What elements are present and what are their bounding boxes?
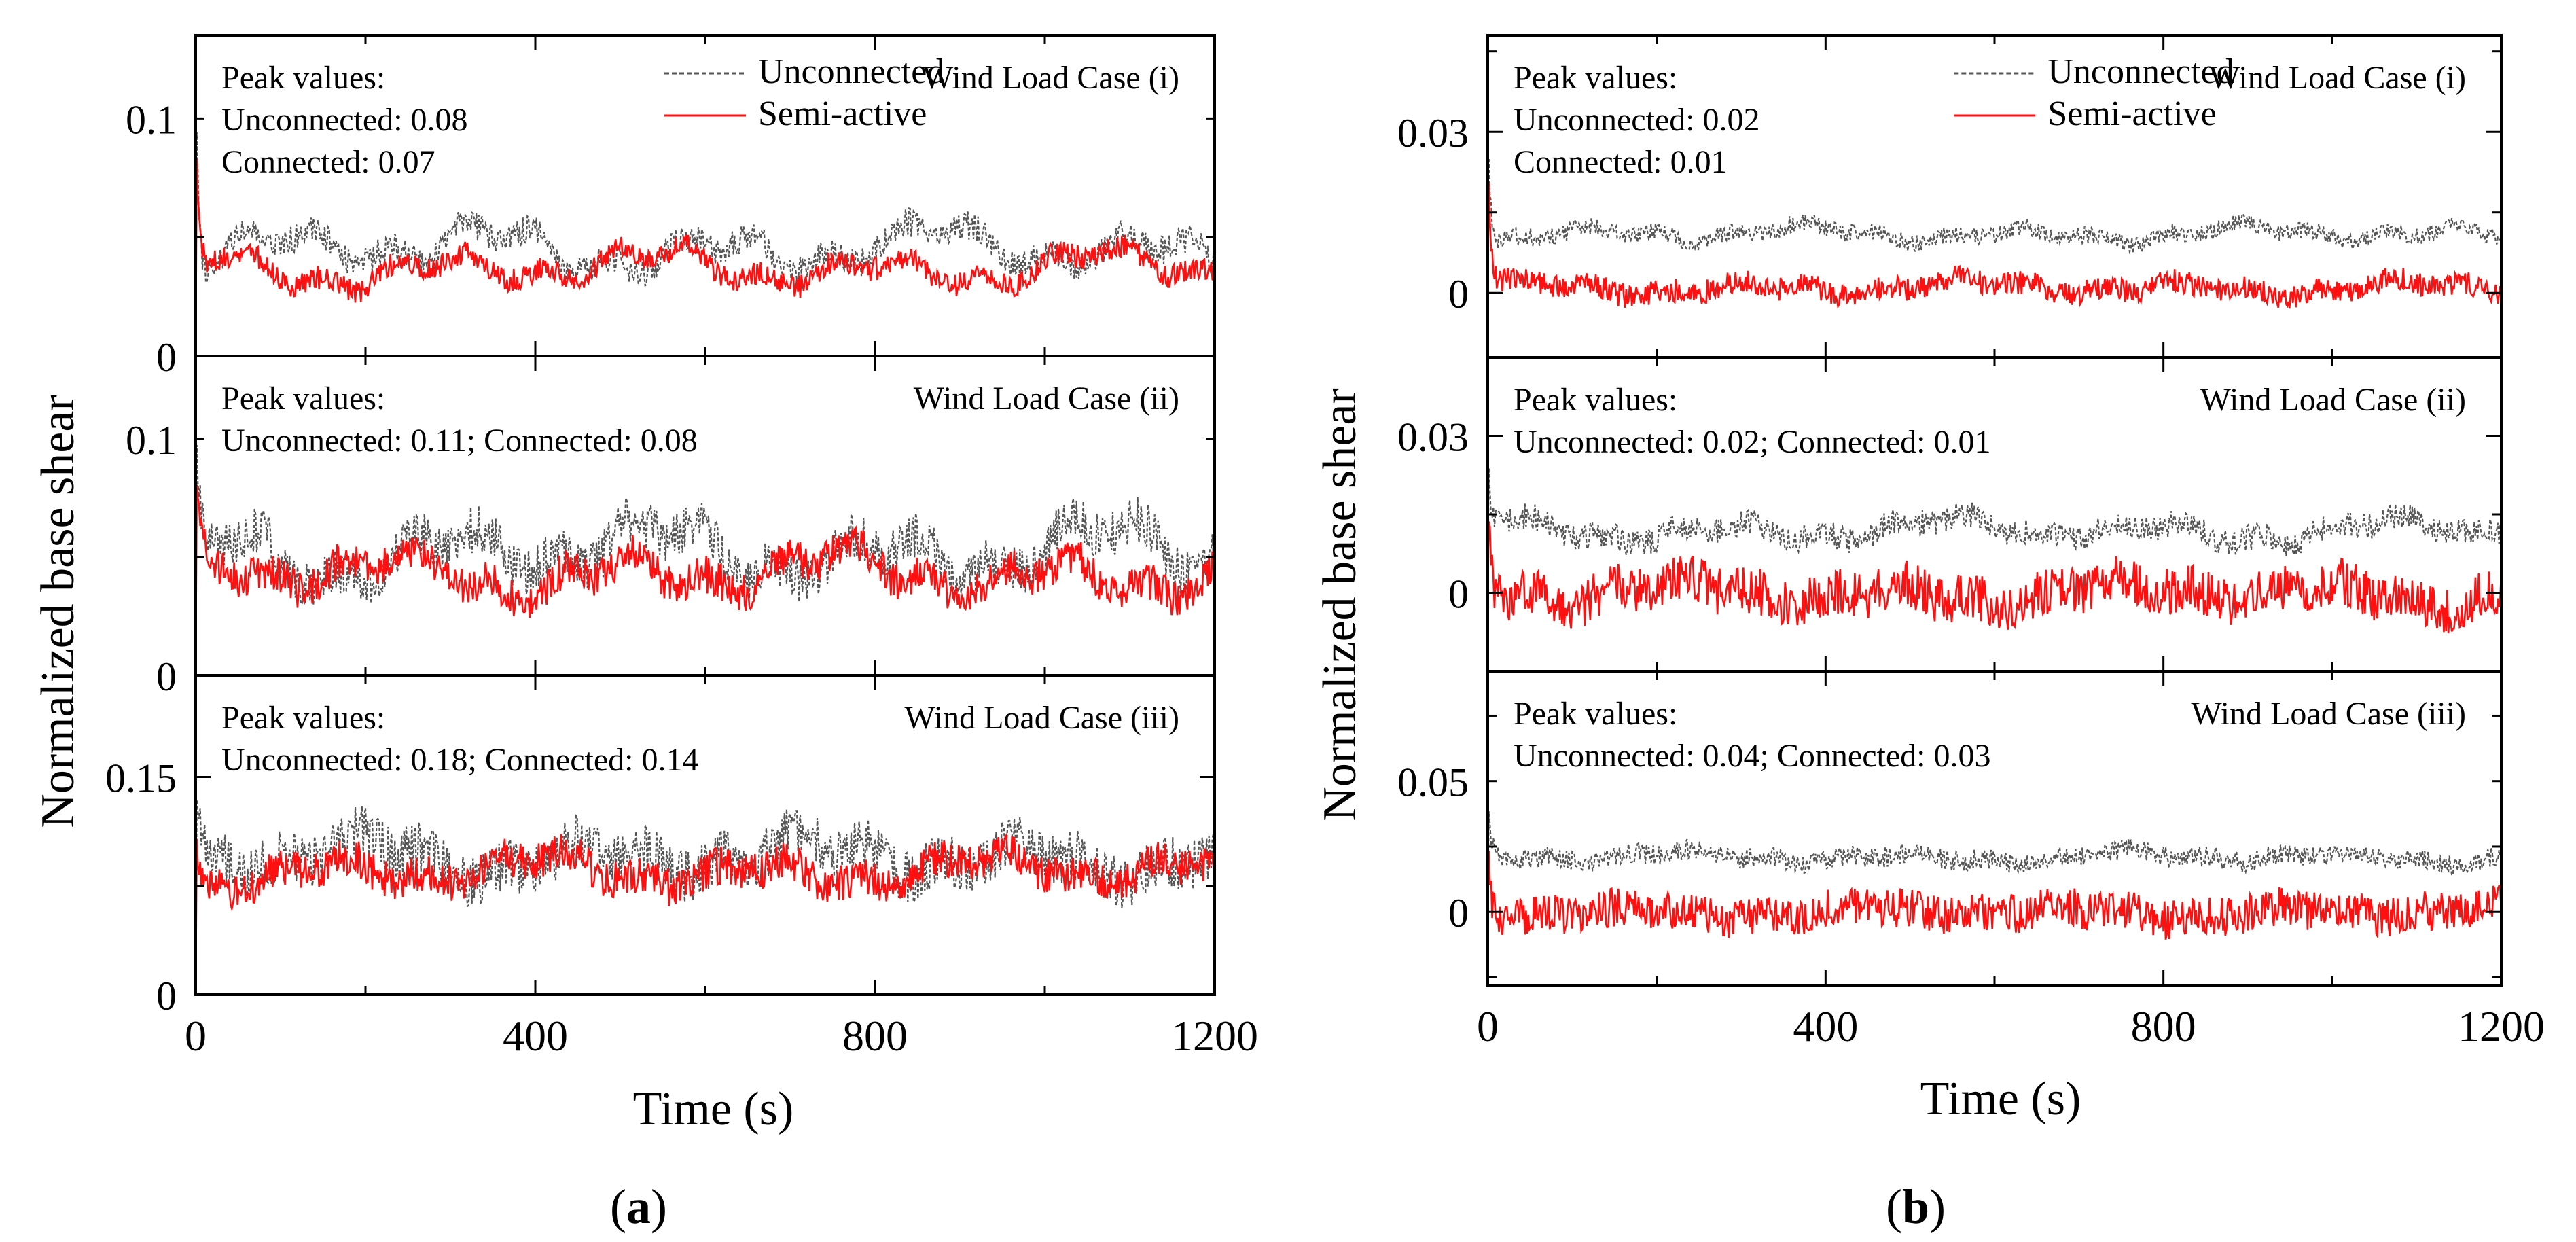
panel-a-ii: 0 0.1 Peak values: Unconnected: 0.11; Conne… [126,355,1216,699]
legend-label-unconnected: Unconnected [2047,52,2234,91]
y-tick-label: 0 [1448,272,1469,317]
series-line-semi-active [196,832,1215,995]
legend-label-semi-active: Semi-active [2047,94,2216,133]
peak-values-annotation: Unconnected: 0.11; Connected: 0.08 [221,423,698,459]
wind-load-case-label: Wind Load Case (i) [2209,60,2466,96]
series-line-unconnected [1488,467,2501,593]
panel-b-ii: 0 0.03 Peak values: Unconnected: 0.02; Conn… [1397,356,2503,673]
legend-label-semi-active: Semi-active [758,94,927,133]
series-line-semi-active [1488,521,2501,634]
legend-label-unconnected: Unconnected [758,52,944,91]
wind-load-case-label: Wind Load Case (ii) [2200,382,2466,418]
caption-b: (b) [1886,1179,1946,1234]
x-axis-label-b: Time (s) [1920,1073,2081,1125]
series-line-semi-active [1488,183,2501,309]
panel-b-iii: 0 400 800 1200 0 0.05 Peak values: Unconnected:… [1397,670,2545,1050]
x-tick-label: 400 [1793,1002,1858,1050]
panel-a-i: 0 0.1 Peak values: Unconnected: 0.08 Connect… [126,34,1216,380]
peak-values-annotation: Peak values: [1514,382,1677,418]
y-tick-label: 0.1 [126,418,177,463]
peak-values-annotation: Peak values: [221,700,385,736]
peak-values-annotation: Connected: 0.01 [1514,144,1728,180]
peak-values-annotation: Connected: 0.07 [221,144,435,180]
y-tick-label: 0 [156,335,177,380]
series-line-semi-active [196,158,1215,356]
series-line-unconnected [196,444,1215,675]
x-tick-label: 0 [1477,1002,1499,1050]
series-line-semi-active [196,484,1215,675]
peak-values-annotation: Peak values: [1514,60,1677,96]
y-tick-label: 0.1 [126,97,177,142]
y-tick-label: 0.15 [105,756,177,801]
y-tick-label: 0.03 [1397,415,1469,460]
x-tick-label: 800 [842,1012,908,1060]
series-line-semi-active [1488,851,2501,940]
y-tick-label: 0 [1448,572,1469,617]
y-axis-label-a: Normalized base shear [32,395,84,828]
peak-values-annotation: Peak values: [221,380,385,416]
wind-load-case-label: Wind Load Case (iii) [904,700,1179,736]
wind-load-case-label: Wind Load Case (iii) [2191,696,2466,732]
panel-b-i: 0 0.03 Peak values: Unconnected: 0.02 Connec… [1397,34,2503,359]
x-tick-label: 800 [2131,1002,2196,1050]
panels: 0 0.1 Peak values: Unconnected: 0.08 Connect… [105,34,2545,1060]
y-tick-label: 0 [156,654,177,699]
peak-values-annotation: Unconnected: 0.08 [221,102,468,138]
y-axis-label-b: Normalized base shear [1314,388,1366,821]
series-line-unconnected [1488,811,2501,912]
peak-values-annotation: Unconnected: 0.02 [1514,102,1760,138]
y-tick-label: 0.05 [1397,760,1469,805]
y-tick-label: 0 [1448,891,1469,936]
x-tick-label: 400 [503,1012,568,1060]
peak-values-annotation: Peak values: [1514,696,1677,732]
x-tick-label: 0 [185,1012,207,1060]
wind-load-case-label: Wind Load Case (ii) [914,380,1179,416]
series-line-unconnected [196,800,1215,995]
x-axis-label-a: Time (s) [633,1083,794,1135]
y-tick-label: 0 [156,974,177,1018]
panel-a-iii: 0 400 800 1200 0 0.15 Peak values: Unconnected:… [105,674,1258,1060]
x-tick-label: 1200 [2458,1002,2545,1050]
wind-load-case-label: Wind Load Case (i) [923,60,1179,96]
caption-a: (a) [610,1179,667,1234]
peak-values-annotation: Unconnected: 0.18; Connected: 0.14 [221,742,699,778]
peak-values-annotation: Peak values: [221,60,385,96]
series-line-unconnected [1488,158,2501,294]
peak-values-annotation: Unconnected: 0.04; Connected: 0.03 [1514,738,1991,774]
x-tick-label: 1200 [1171,1012,1258,1060]
peak-values-annotation: Unconnected: 0.02; Connected: 0.01 [1514,424,1991,460]
y-tick-label: 0.03 [1397,111,1469,156]
